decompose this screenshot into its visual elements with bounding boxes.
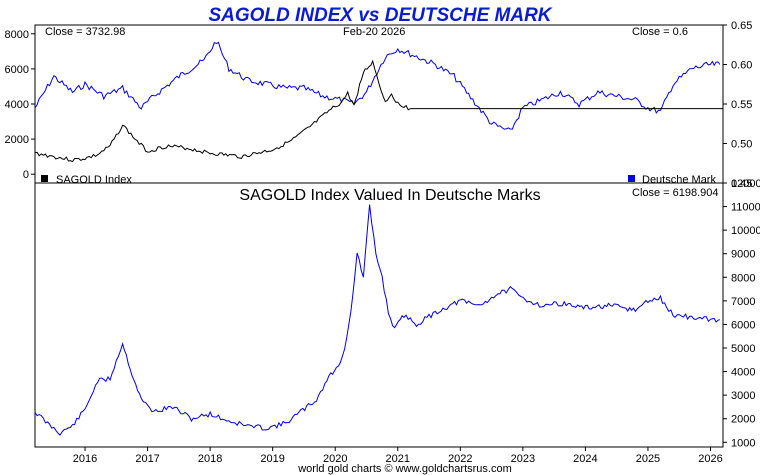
- right-axis-tick-label: 0.60: [731, 60, 752, 72]
- x-tick-label: 2022: [448, 453, 472, 465]
- right-axis-tick-label: 0.50: [731, 139, 752, 151]
- bottom-close-label: Close = 6198.904: [632, 187, 719, 199]
- bottom-axes: 1000 2000 3000 4000 5000 6000 7000 8000 9000 1000…: [73, 178, 760, 465]
- top-axes: 0 2000 4000 6000 8000 0.45 0.50 0.55 0.60 0.65: [5, 20, 753, 190]
- x-tick-label: 2026: [698, 453, 722, 465]
- top-close-right-label: Close = 0.6: [632, 26, 688, 38]
- bottom-y-tick-label: 7000: [731, 296, 755, 308]
- left-axis-tick-label: 6000: [5, 64, 29, 76]
- x-tick-label: 2016: [73, 453, 97, 465]
- x-tick-label: 2020: [323, 453, 347, 465]
- legend-swatch-deutsche-mark: [628, 175, 635, 182]
- bottom-y-tick-label: 9000: [731, 249, 755, 261]
- bottom-y-tick-label: 12000: [731, 178, 760, 190]
- bottom-y-tick-label: 3000: [731, 390, 755, 402]
- bottom-plot-area: [34, 204, 721, 436]
- x-tick-label: 2025: [636, 453, 660, 465]
- top-date-label: Feb-20 2026: [343, 26, 405, 38]
- top-close-left-label: Close = 3732.98: [45, 26, 125, 38]
- bottom-y-tick-label: 11000: [731, 202, 760, 214]
- bottom-y-tick-label: 8000: [731, 272, 755, 284]
- left-axis-tick-label: 0: [23, 169, 29, 181]
- left-axis-tick-label: 2000: [5, 134, 29, 146]
- top-panel-frame: [34, 24, 724, 184]
- bottom-y-tick-label: 2000: [731, 414, 755, 426]
- top-plot-area: [34, 41, 723, 163]
- left-axis-tick-label: 8000: [5, 29, 29, 41]
- series-sagold-in-dm-line: [34, 204, 721, 436]
- bottom-y-tick-label: 1000: [731, 437, 755, 449]
- bottom-panel-frame: [34, 182, 724, 448]
- bottom-y-tick-label: 5000: [731, 343, 755, 355]
- left-axis-tick-label: 4000: [5, 99, 29, 111]
- x-tick-label: 2017: [135, 453, 159, 465]
- footer-credit: world gold charts © www.goldchartsrus.co…: [297, 463, 512, 475]
- x-tick-label: 2024: [573, 453, 597, 465]
- x-tick-label: 2023: [511, 453, 535, 465]
- legend-swatch-sagold: [41, 175, 48, 182]
- x-tick-label: 2018: [198, 453, 222, 465]
- right-axis-tick-label: 0.55: [731, 99, 752, 111]
- bottom-y-tick-label: 4000: [731, 367, 755, 379]
- right-axis-tick-label: 0.45: [731, 178, 752, 190]
- bottom-y-tick-label: 6000: [731, 319, 755, 331]
- x-tick-label: 2019: [260, 453, 284, 465]
- chart-title: SAGOLD INDEX vs DEUTSCHE MARK: [208, 5, 552, 26]
- series-sagold-line: [34, 59, 411, 163]
- x-tick-label: 2021: [386, 453, 410, 465]
- bottom-chart-title: SAGOLD Index Valued In Deutsche Marks: [239, 187, 540, 204]
- right-axis-tick-label: 0.65: [731, 20, 752, 32]
- series-deutsche-mark-line: [34, 41, 721, 130]
- bottom-y-tick-label: 10000: [731, 225, 760, 237]
